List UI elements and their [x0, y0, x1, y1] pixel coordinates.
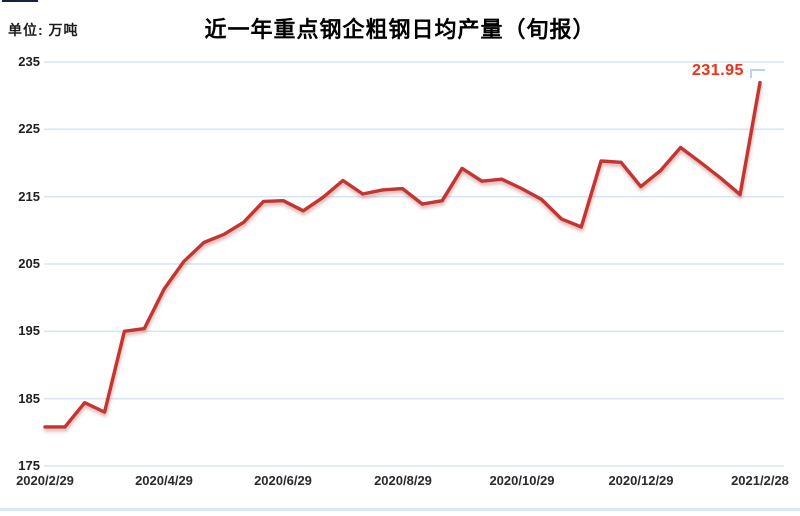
- x-tick-label: 2020/6/29: [254, 473, 312, 488]
- data-label-latest: 231.95: [692, 61, 744, 79]
- data-series: [43, 80, 762, 429]
- axis-unit-label: 单位: 万吨: [8, 22, 79, 38]
- y-tick-label: 195: [18, 323, 40, 338]
- selection-handle-artifact: [750, 68, 752, 78]
- x-tick-label: 2020/8/29: [374, 473, 432, 488]
- y-tick-label: 175: [18, 458, 40, 473]
- top-left-border-artifact: [2, 0, 38, 2]
- series-line: [43, 80, 762, 429]
- gridlines: [44, 61, 784, 467]
- x-tick-label: 2020/2/29: [16, 473, 74, 488]
- x-tick-label: 2021/2/28: [731, 473, 789, 488]
- x-tick-label: 2020/12/29: [608, 473, 674, 488]
- chart-title: 近一年重点钢企粗钢日均产量（旬报）: [204, 17, 596, 42]
- y-tick-label: 205: [18, 256, 40, 271]
- selection-handle-artifact: [750, 68, 765, 71]
- y-tick-label: 185: [18, 391, 40, 406]
- y-tick-label: 225: [18, 121, 40, 136]
- x-tick-label: 2020/10/29: [489, 473, 555, 488]
- bottom-divider: [0, 508, 800, 511]
- x-tick-label: 2020/4/29: [135, 473, 193, 488]
- y-tick-label: 215: [18, 189, 40, 204]
- y-tick-label: 235: [18, 54, 40, 69]
